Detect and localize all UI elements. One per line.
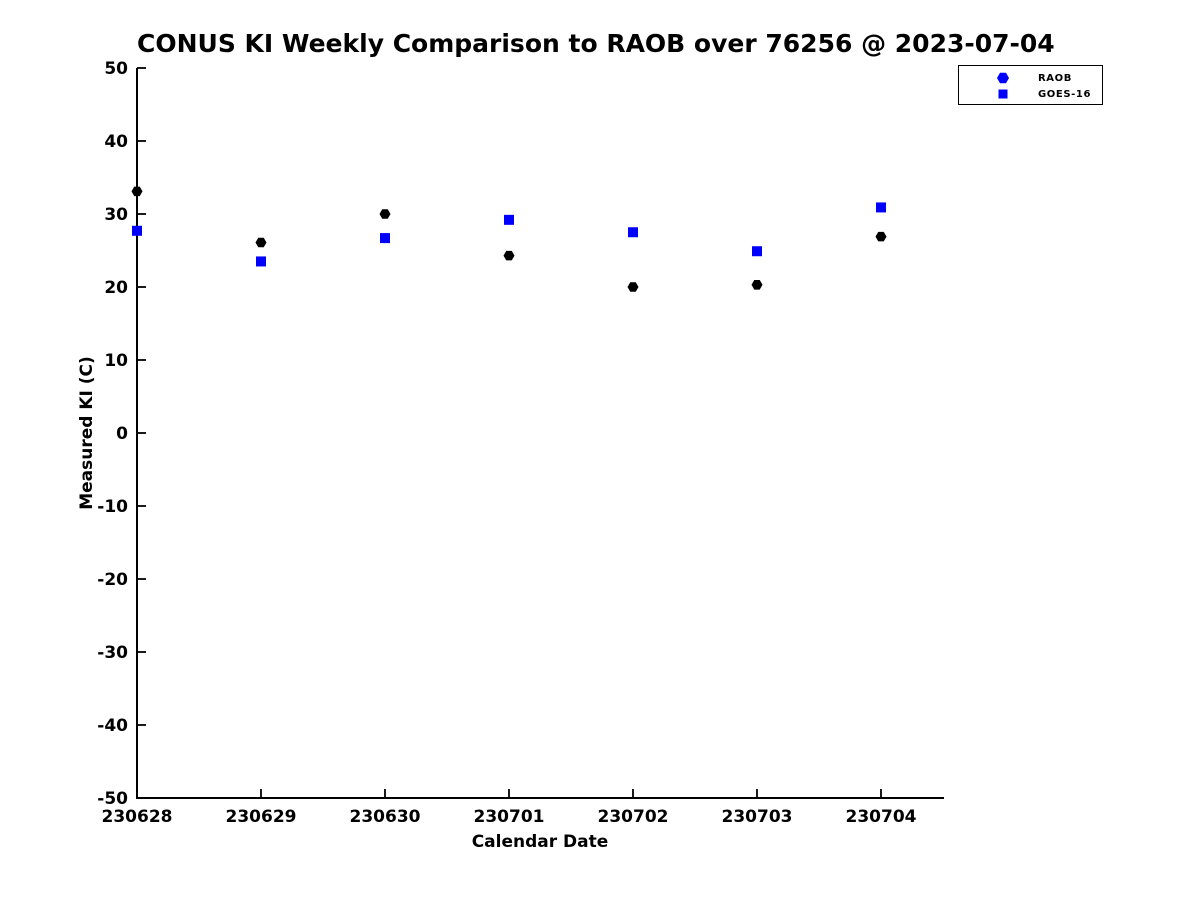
legend-label-raob: RAOB bbox=[1038, 72, 1072, 84]
data-point-goes-16-230702 bbox=[628, 227, 638, 238]
y-tick-label: -40 bbox=[97, 716, 128, 736]
data-point-raob-230702 bbox=[627, 282, 639, 292]
data-point-goes-16-230704 bbox=[876, 202, 886, 213]
chart-title: CONUS KI Weekly Comparison to RAOB over … bbox=[137, 29, 1055, 58]
y-tick-label: -10 bbox=[97, 497, 128, 517]
x-tick-label: 230702 bbox=[598, 807, 669, 827]
data-point-raob-230704 bbox=[875, 231, 887, 242]
y-tick-label: -50 bbox=[97, 789, 128, 809]
data-point-raob-230628 bbox=[131, 186, 143, 197]
data-point-goes-16-230630 bbox=[380, 233, 390, 244]
data-point-goes-16-230701 bbox=[504, 214, 514, 225]
x-tick-label: 230630 bbox=[350, 807, 421, 827]
hexagon-marker-glyph bbox=[997, 72, 1009, 84]
data-point-raob-230629 bbox=[255, 237, 267, 248]
legend-item-goes16: GOES-16 bbox=[959, 86, 1102, 102]
data-points bbox=[131, 186, 887, 292]
x-tick-label: 230701 bbox=[474, 807, 545, 827]
square-marker-glyph bbox=[998, 89, 1008, 99]
legend-label-goes16: GOES-16 bbox=[1038, 88, 1092, 100]
y-tick-label: 50 bbox=[104, 59, 128, 79]
x-tick-label: 230703 bbox=[722, 807, 793, 827]
y-tick-label: -30 bbox=[97, 643, 128, 663]
legend: RAOB GOES-16 bbox=[958, 65, 1103, 105]
goes16-marker-icon bbox=[998, 89, 1008, 99]
y-tick-label: 40 bbox=[104, 132, 128, 152]
data-point-goes-16-230703 bbox=[752, 246, 762, 257]
x-tick-label: 230628 bbox=[102, 807, 173, 827]
data-point-raob-230703 bbox=[751, 280, 763, 290]
raob-marker-icon bbox=[997, 72, 1009, 84]
y-tick-label: 30 bbox=[104, 205, 128, 225]
y-tick-label: -20 bbox=[97, 570, 128, 590]
y-tick-label: 10 bbox=[104, 351, 128, 371]
x-axis-label: Calendar Date bbox=[472, 832, 609, 852]
y-tick-label: 20 bbox=[104, 278, 128, 298]
data-point-raob-230630 bbox=[379, 209, 391, 219]
data-point-raob-230701 bbox=[503, 250, 515, 261]
x-tick-label: 230704 bbox=[846, 807, 917, 827]
x-tick-label: 230629 bbox=[226, 807, 297, 827]
legend-item-raob: RAOB bbox=[959, 70, 1102, 86]
data-point-goes-16-230629 bbox=[256, 256, 266, 267]
y-axis-label: Measured KI (C) bbox=[77, 356, 97, 510]
data-point-goes-16-230628 bbox=[132, 225, 142, 236]
y-tick-label: 0 bbox=[116, 424, 128, 444]
